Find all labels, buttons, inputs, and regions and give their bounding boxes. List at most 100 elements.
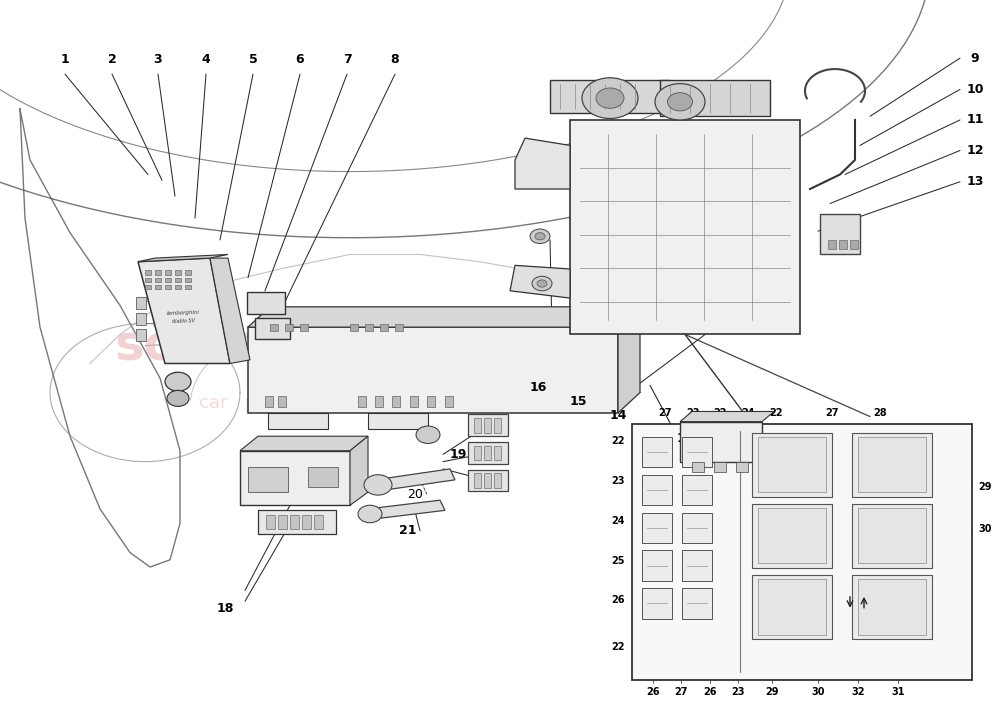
Polygon shape [618, 307, 640, 413]
Text: 27: 27 [674, 687, 688, 697]
Text: 12: 12 [966, 144, 984, 157]
Bar [136, 297, 146, 309]
Bar [155, 285, 161, 289]
Text: 17: 17 [676, 432, 694, 445]
Circle shape [596, 88, 624, 108]
Bar [300, 324, 308, 331]
Bar [642, 588, 672, 619]
Polygon shape [138, 254, 228, 262]
Polygon shape [240, 436, 368, 451]
Polygon shape [680, 411, 774, 422]
Text: 11: 11 [966, 113, 984, 126]
Circle shape [358, 505, 382, 523]
Text: 21: 21 [399, 524, 417, 537]
Bar [752, 504, 832, 568]
Polygon shape [368, 500, 445, 519]
Bar [839, 240, 847, 249]
Text: 24: 24 [611, 516, 625, 526]
Polygon shape [248, 327, 618, 413]
Bar [175, 270, 181, 275]
Bar [474, 473, 481, 488]
Text: 14: 14 [609, 409, 627, 422]
Text: 7: 7 [343, 53, 351, 66]
Bar [175, 285, 181, 289]
Text: 31: 31 [891, 687, 905, 697]
Bar [682, 475, 712, 505]
Text: 4: 4 [202, 53, 210, 66]
Bar [290, 515, 299, 529]
Bar [285, 324, 293, 331]
Bar [682, 513, 712, 543]
Text: 22: 22 [611, 436, 625, 446]
Text: diablo SV: diablo SV [171, 318, 195, 324]
Bar [484, 446, 491, 460]
Bar [302, 515, 311, 529]
Bar [642, 475, 672, 505]
Bar [858, 579, 926, 635]
Bar [736, 462, 748, 472]
Bar [852, 575, 932, 639]
Bar [395, 324, 403, 331]
Circle shape [167, 390, 189, 406]
Bar [682, 550, 712, 581]
Bar [752, 575, 832, 639]
Bar [714, 462, 726, 472]
Text: 19: 19 [449, 448, 467, 461]
Text: 22: 22 [611, 642, 625, 652]
Text: 22: 22 [713, 408, 727, 418]
Bar [858, 508, 926, 563]
Bar [445, 396, 453, 407]
Polygon shape [255, 318, 290, 339]
Text: 23: 23 [731, 687, 745, 697]
Polygon shape [248, 307, 640, 327]
Polygon shape [268, 413, 328, 429]
Polygon shape [468, 414, 508, 436]
Bar [308, 467, 338, 487]
Text: 16: 16 [529, 381, 547, 394]
Polygon shape [468, 470, 508, 491]
Bar [494, 473, 501, 488]
Polygon shape [375, 469, 455, 491]
Text: 27: 27 [825, 408, 839, 418]
Polygon shape [550, 80, 670, 113]
Bar [278, 396, 286, 407]
Text: 10: 10 [966, 83, 984, 96]
Text: 32: 32 [851, 687, 865, 697]
Polygon shape [570, 120, 800, 334]
Text: 29: 29 [978, 482, 992, 492]
Polygon shape [258, 510, 336, 534]
Bar [136, 313, 146, 325]
Text: sööldaria: sööldaria [114, 321, 376, 369]
Bar [165, 278, 171, 282]
Text: 25: 25 [611, 555, 625, 566]
Bar [365, 324, 373, 331]
Bar [265, 396, 273, 407]
Bar [175, 278, 181, 282]
Bar [494, 446, 501, 460]
Bar [758, 508, 826, 563]
Bar [758, 579, 826, 635]
Circle shape [537, 280, 547, 287]
Polygon shape [368, 413, 428, 429]
Bar [145, 270, 151, 275]
Circle shape [165, 372, 191, 391]
Text: 13: 13 [966, 175, 984, 188]
Text: lamborghini: lamborghini [166, 310, 200, 316]
Text: 3: 3 [154, 53, 162, 66]
Text: 2: 2 [108, 53, 116, 66]
Bar [632, 424, 972, 680]
Polygon shape [660, 80, 770, 116]
Text: 18: 18 [216, 602, 234, 615]
Bar [314, 515, 323, 529]
Bar [850, 240, 858, 249]
Bar [145, 278, 151, 282]
Bar [165, 285, 171, 289]
Text: 6: 6 [296, 53, 304, 66]
Bar [484, 418, 491, 433]
Bar [752, 433, 832, 497]
Circle shape [667, 92, 692, 111]
Text: 30: 30 [978, 523, 992, 534]
Text: 23: 23 [686, 408, 700, 418]
Bar [828, 240, 836, 249]
Polygon shape [680, 422, 762, 462]
